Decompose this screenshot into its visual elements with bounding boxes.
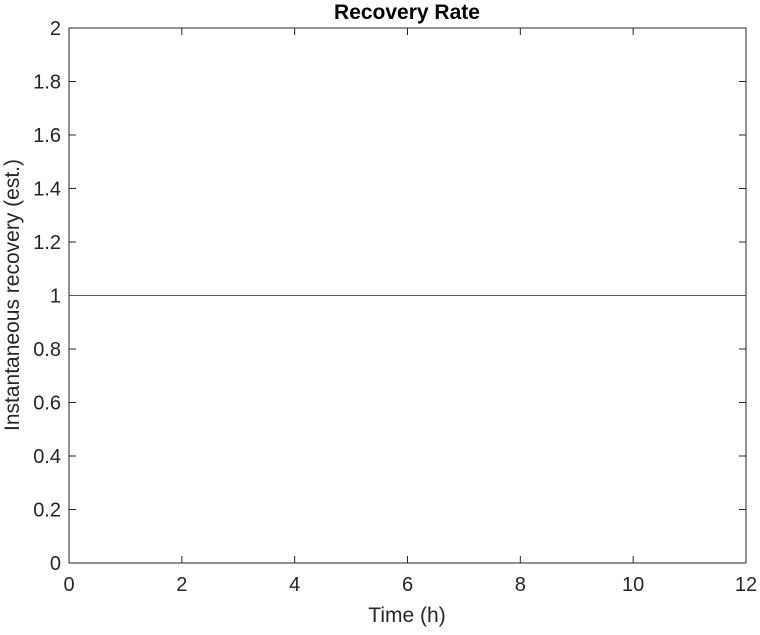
x-tick-label: 2 <box>176 574 187 596</box>
y-tick-label: 1 <box>50 286 61 308</box>
x-tick-label: 4 <box>289 574 300 596</box>
x-tick-label: 10 <box>622 574 644 596</box>
y-tick-label: 0.4 <box>33 446 61 468</box>
x-tick-label: 0 <box>63 574 74 596</box>
y-tick-label: 0.8 <box>33 339 61 361</box>
y-tick-label: 1.2 <box>33 232 61 254</box>
y-tick-label: 1.8 <box>33 72 61 94</box>
y-tick-label: 2 <box>50 18 61 40</box>
y-tick-label: 0.6 <box>33 393 61 415</box>
y-tick-label: 1.4 <box>33 179 61 201</box>
y-axis-label: Instantaneous recovery (est.) <box>1 159 24 431</box>
x-axis-label: Time (h) <box>368 604 445 627</box>
x-axis-ticks: 0 2 4 6 8 10 12 <box>63 28 757 596</box>
x-tick-label: 6 <box>402 574 413 596</box>
y-tick-label: 0.2 <box>33 500 61 522</box>
y-tick-label: 1.6 <box>33 125 61 147</box>
x-tick-label: 12 <box>735 574 757 596</box>
x-tick-label: 8 <box>515 574 526 596</box>
y-axis-ticks: 0 0.2 0.4 0.6 0.8 1 1.2 1.4 1.6 1.8 2 <box>33 18 746 575</box>
y-tick-label: 0 <box>50 553 61 575</box>
chart-title: Recovery Rate <box>334 1 480 24</box>
